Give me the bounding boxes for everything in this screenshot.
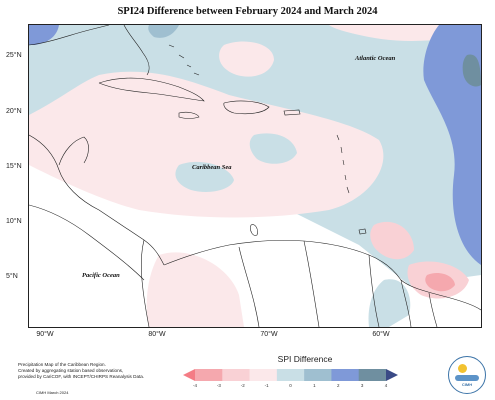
colorbar-tick-label: -2 xyxy=(240,383,245,388)
colorbar-cell xyxy=(304,369,332,381)
y-axis-label-5n: 5°N xyxy=(6,273,18,280)
colorbar-tick-label: 1 xyxy=(313,383,316,388)
credit-line-1: Precipitation Map of the Caribbean Regio… xyxy=(18,362,106,367)
credit-text: Precipitation Map of the Caribbean Regio… xyxy=(18,362,193,380)
caribbean-sea-label: Caribbean Sea xyxy=(192,164,232,171)
credit-line-3: provided by CariCOF, with INCEPT/CHIRPS … xyxy=(18,374,145,379)
colorbar-cell xyxy=(331,369,360,381)
x-axis-label-60w: 60°W xyxy=(372,331,390,338)
y-axis-label-10n: 10°N xyxy=(6,218,22,225)
colorbar-tick-label: 2 xyxy=(336,383,340,388)
y-axis-label-20n: 20°N xyxy=(6,108,22,115)
pacific-ocean-label: Pacific Ocean xyxy=(82,272,120,279)
x-axis-label-90w: 90°W xyxy=(36,331,54,338)
y-axis-label-25n: 25°N xyxy=(6,52,22,59)
x-axis-label-80w: 80°W xyxy=(148,331,166,338)
colorbar-tick-label: -3 xyxy=(216,383,221,388)
spi-map xyxy=(29,25,481,327)
map-area xyxy=(28,24,482,328)
colorbar-arrow-right xyxy=(386,369,398,381)
spi-colorbar xyxy=(183,369,398,381)
colorbar-arrow-left xyxy=(183,369,195,381)
x-axis-label-70w: 70°W xyxy=(260,331,278,338)
colorbar-tick-label: -1 xyxy=(264,383,269,388)
sun-icon xyxy=(458,364,467,373)
colorbar-cell xyxy=(222,369,250,381)
map-title: SPI24 Difference between February 2024 a… xyxy=(117,6,378,17)
colorbar-tick-label: 0 xyxy=(289,383,292,388)
colorbar-tick-label: -4 xyxy=(192,383,197,388)
credit-footer: CIMH March 2024 xyxy=(36,390,69,395)
colorbar-cell xyxy=(249,369,278,381)
cimh-logo: CIMH xyxy=(448,356,486,394)
colorbar-cell xyxy=(276,369,305,381)
colorbar-tick-label: 3 xyxy=(360,383,364,388)
colorbar-cell xyxy=(195,369,223,381)
logo-text: CIMH xyxy=(461,382,473,387)
colorbar-tick-label: 4 xyxy=(384,383,388,388)
wave-icon xyxy=(455,375,479,381)
atlantic-ocean-label: Atlantic Ocean xyxy=(355,55,396,62)
legend-title: SPI Difference xyxy=(277,354,333,364)
credit-line-2: Created by aggregating station based obs… xyxy=(18,368,124,373)
colorbar-cell xyxy=(358,369,387,381)
y-axis-label-15n: 15°N xyxy=(6,163,22,170)
